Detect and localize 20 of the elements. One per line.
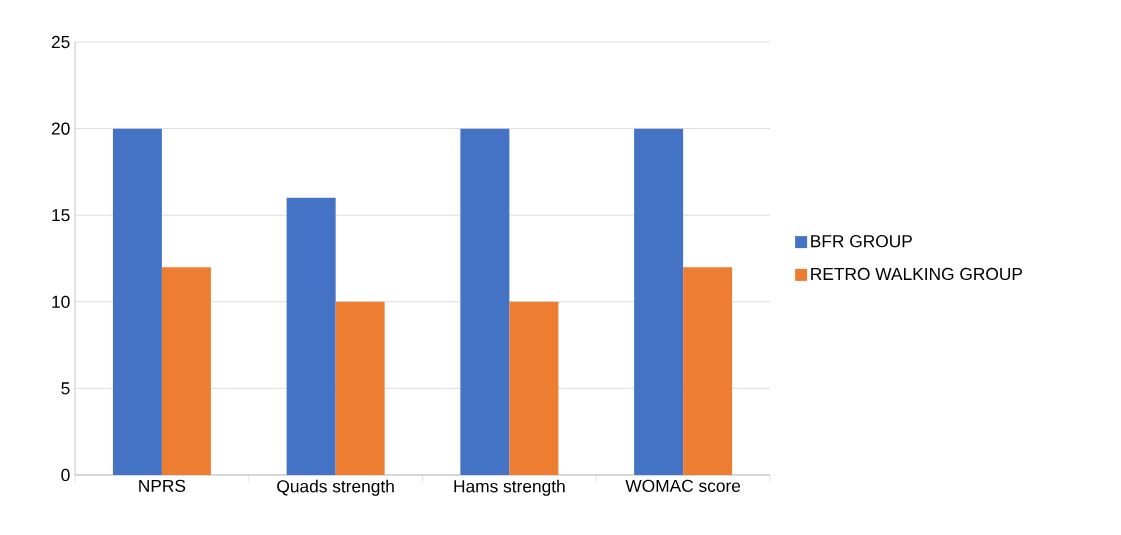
bar bbox=[286, 197, 336, 475]
x-tick-label: Quads strength bbox=[277, 479, 394, 496]
bar bbox=[161, 267, 211, 475]
y-tick-label: 15 bbox=[52, 209, 70, 222]
bar bbox=[112, 128, 162, 475]
y-tick-label: 20 bbox=[51, 122, 70, 135]
bar bbox=[460, 128, 510, 475]
y-tick-label: 25 bbox=[51, 35, 70, 49]
bar bbox=[335, 301, 385, 475]
y-tick-label: 0 bbox=[61, 468, 70, 482]
y-tick-label: 10 bbox=[52, 295, 70, 308]
bar bbox=[634, 128, 684, 475]
legend-label: RETRO WALKING GROUP bbox=[811, 267, 1022, 281]
legend-label: BFR GROUP bbox=[811, 235, 912, 248]
bar bbox=[683, 267, 733, 475]
y-tick-label: 5 bbox=[61, 382, 70, 395]
bar bbox=[509, 301, 559, 475]
x-tick-label: WOMAC score bbox=[625, 479, 741, 492]
x-tick-label: NPRS bbox=[139, 479, 186, 492]
x-tick-label: Hams strength bbox=[454, 479, 565, 496]
